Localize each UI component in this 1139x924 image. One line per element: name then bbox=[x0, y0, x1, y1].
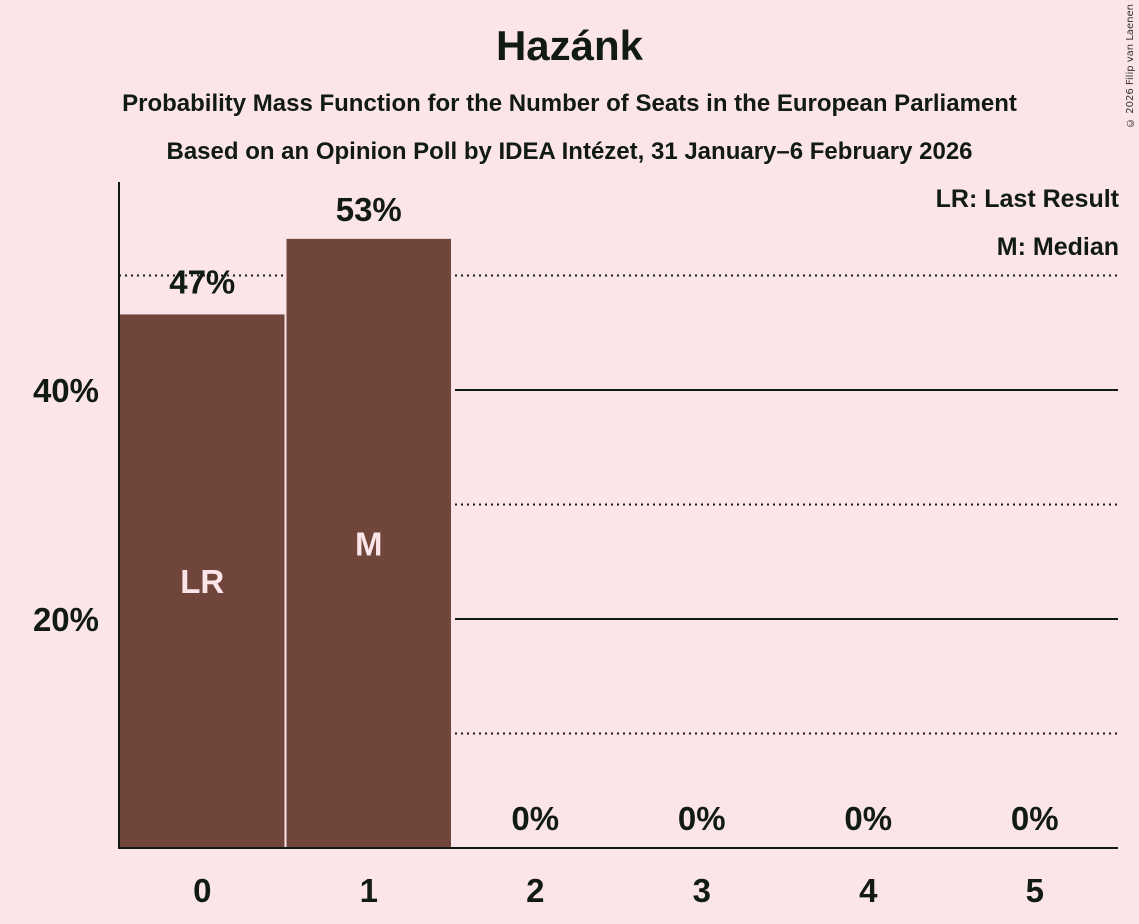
x-tick-0: 0 bbox=[193, 872, 211, 909]
legend-median: M: Median bbox=[996, 233, 1119, 261]
value-label-1: 53% bbox=[336, 191, 402, 228]
value-label-4: 0% bbox=[844, 800, 892, 837]
y-tick-20: 20% bbox=[33, 601, 99, 638]
x-tick-4: 4 bbox=[859, 872, 878, 909]
x-tick-5: 5 bbox=[1026, 872, 1044, 909]
x-tick-3: 3 bbox=[693, 872, 711, 909]
value-label-5: 0% bbox=[1011, 800, 1059, 837]
legend-last-result: LR: Last Result bbox=[935, 185, 1119, 213]
bar-annotation-m: M bbox=[355, 525, 383, 562]
value-label-3: 0% bbox=[678, 800, 726, 837]
bar-0 bbox=[120, 314, 285, 848]
value-label-2: 0% bbox=[511, 800, 559, 837]
x-tick-1: 1 bbox=[360, 872, 378, 909]
chart-subtitle: Probability Mass Function for the Number… bbox=[122, 90, 1017, 117]
poll-caption: Based on an Opinion Poll by IDEA Intézet… bbox=[166, 138, 973, 165]
x-tick-2: 2 bbox=[526, 872, 544, 909]
chart-title: Hazánk bbox=[495, 22, 644, 69]
value-label-0: 47% bbox=[169, 263, 235, 300]
y-tick-40: 40% bbox=[33, 372, 99, 409]
bar-annotation-lr: LR bbox=[180, 563, 224, 600]
bar-1 bbox=[286, 238, 451, 849]
